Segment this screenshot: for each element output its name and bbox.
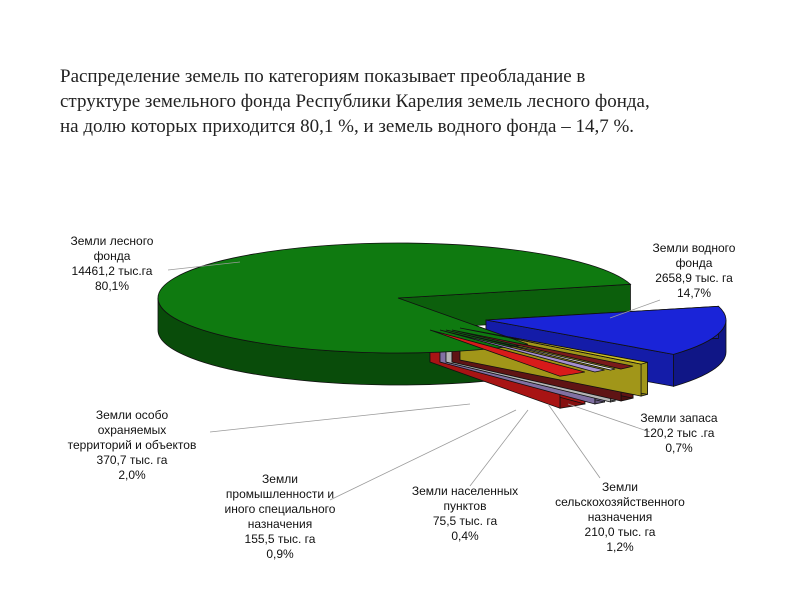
leader-line-agricultural — [547, 403, 601, 479]
label-industry-percent: 0,9% — [266, 547, 294, 561]
label-forest-value: 14461,2 тыс.га — [71, 264, 153, 278]
slice-water — [485, 305, 727, 355]
label-agricultural-name: Земли — [602, 480, 638, 494]
label-forest-name: фонда — [93, 249, 131, 263]
slice-settlements — [445, 329, 616, 371]
label-forest: Земли лесного фонда 14461,2 тыс.га 80,1% — [42, 234, 182, 294]
label-protected-name: территорий и объектов — [67, 438, 197, 452]
label-protected-percent: 2,0% — [118, 468, 146, 482]
label-settlements-name: Земли населенных — [411, 484, 519, 498]
label-agricultural-name: назначения — [587, 510, 653, 524]
label-agricultural-value: 210,0 тыс. га — [584, 525, 656, 539]
label-agricultural-name: сельскохозяйственного — [555, 495, 685, 509]
label-settlements: Земли населенных пунктов 75,5 тыс. га 0,… — [390, 484, 540, 544]
label-industry: Земли промышленности и иного специальног… — [205, 472, 355, 562]
label-water-name: Земли водного — [652, 241, 736, 255]
label-water-value: 2658,9 тыс. га — [655, 271, 733, 285]
label-forest-percent: 80,1% — [94, 279, 130, 293]
slice-reserve — [459, 327, 648, 365]
leader-line-water — [609, 299, 661, 319]
leader-line-settlements — [469, 409, 529, 487]
label-industry-name: Земли — [262, 472, 298, 486]
label-reserve-name: Земли запаса — [640, 411, 718, 425]
slice-industry — [439, 329, 605, 373]
label-reserve: Земли запаса 120,2 тыс .га 0,7% — [614, 411, 744, 456]
label-reserve-percent: 0,7% — [665, 441, 693, 455]
label-protected-name: охраняемых — [97, 423, 167, 437]
leader-line-reserve — [567, 403, 651, 433]
label-protected-value: 370,7 тыс. га — [96, 453, 168, 467]
pie-tops — [157, 242, 727, 377]
label-forest-name: Земли лесного — [70, 234, 154, 248]
label-water-percent: 14,7% — [676, 286, 712, 300]
slice-agricultural — [451, 329, 634, 370]
label-settlements-percent: 0,4% — [451, 529, 479, 543]
intro-text: Распределение земель по категориям показ… — [60, 64, 760, 139]
label-agricultural-percent: 1,2% — [606, 540, 634, 554]
label-settlements-value: 75,5 тыс. га — [432, 514, 498, 528]
label-protected: Земли особо охраняемых территорий и объе… — [42, 408, 222, 483]
label-protected-name: Земли особо — [95, 408, 169, 422]
label-agricultural: Земли сельскохозяйственного назначения 2… — [535, 480, 705, 555]
leader-lines — [167, 261, 661, 501]
label-industry-name: иного специального — [224, 502, 336, 516]
intro-line: Распределение земель по категориям показ… — [60, 66, 586, 87]
label-industry-name: промышленности и — [225, 487, 335, 501]
label-water: Земли водного фонда 2658,9 тыс. га 14,7% — [624, 241, 764, 301]
label-reserve-value: 120,2 тыс .га — [643, 426, 715, 440]
leader-line-protected — [209, 403, 471, 433]
label-settlements-name: пунктов — [443, 499, 487, 513]
leader-line-industry — [329, 409, 517, 501]
intro-line: структуре земельного фонда Республики Ка… — [60, 91, 650, 112]
label-industry-value: 155,5 тыс. га — [244, 532, 316, 546]
label-water-name: фонда — [675, 256, 713, 270]
slice-forest — [157, 242, 632, 354]
slice-protected — [429, 329, 585, 377]
leader-line-forest — [167, 261, 241, 271]
label-industry-name: назначения — [247, 517, 313, 531]
intro-line: на долю которых приходится 80,1 %, и зем… — [60, 116, 635, 137]
